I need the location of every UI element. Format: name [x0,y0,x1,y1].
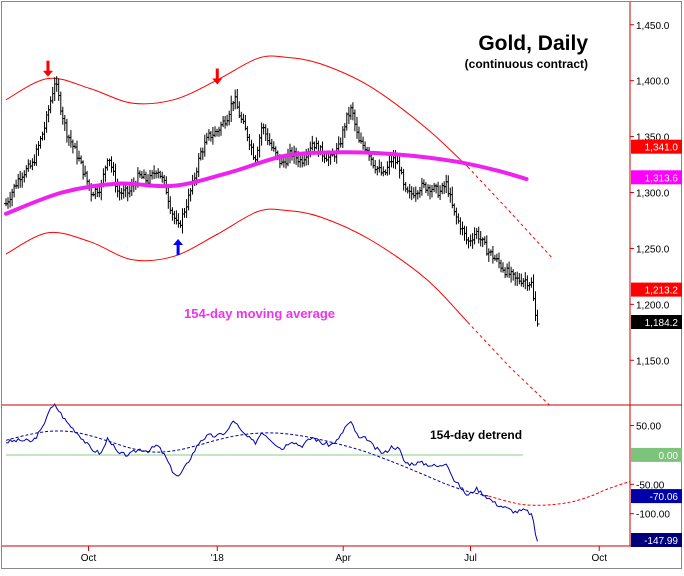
arrow-head [42,70,53,77]
price-y-tick-label: 1,300.0 [636,189,670,200]
price-plot [4,55,553,408]
x-tick-label: Oct [81,553,97,564]
detrend-plot [5,403,631,542]
chart-title: Gold, Daily [478,32,588,55]
price-value-box: 1,341.0 [631,139,682,154]
price-value-box-bg [631,315,682,329]
price-value-box-bg [631,170,682,185]
price-value-box: 1,313.6 [631,170,682,185]
price-y-tick-label: 1,200.0 [636,300,670,311]
detrend-value-box-text: -70.06 [650,492,679,503]
lower-band-projection [467,321,553,408]
price-value-box-text: 1,341.0 [645,143,679,154]
price-value-box-text: 1,313.6 [645,173,679,184]
arrow-head [173,239,184,246]
detrend-y-tick-label: 50.00 [636,422,661,433]
price-value-box: 1,184.2 [631,315,682,329]
detrend-value-box-bg [631,489,682,504]
arrow-head [212,78,223,85]
detrend-value-box: -70.06 [631,489,682,504]
price-y-tick-label: 1,400.0 [636,77,670,88]
price-y-tick-label: 1,250.0 [636,244,670,255]
price-y-tick-label: 1,450.0 [636,21,670,32]
price-value-box-bg [631,139,682,154]
detrend-series-projection [488,480,631,506]
price-value-box-text: 1,213.2 [645,286,679,297]
upper-band-line [5,55,469,168]
cycle-top-arrow [212,68,223,85]
price-value-box-bg [631,282,682,297]
x-tick-label: Jul [464,553,477,564]
detrend-title: 154-day detrend [430,428,522,442]
lower-band-line [5,208,469,323]
price-value-box: 1,213.2 [631,282,682,297]
price-y-tick-label: 1,150.0 [636,356,670,367]
price-bar [535,309,540,327]
price-bars [4,76,540,327]
price-y-tick-label: 1,350.0 [636,133,670,144]
x-tick-label: Apr [335,553,351,564]
chart-subtitle: (continuous contract) [465,57,588,71]
detrend-value-box: -147.99 [631,533,682,547]
detrend-y-tick-label: -50.00 [636,480,665,491]
cycle-bottom-arrow [173,239,184,256]
cycle-top-arrow [42,60,53,77]
detrend-value-box-bg [631,533,682,547]
detrend-series-cycle [5,430,489,497]
x-tick-label: '18 [211,553,224,564]
detrend-y-tick-label: -100.00 [636,510,670,521]
moving-average-line [4,150,529,216]
detrend-value-box-bg [631,447,682,462]
moving-average-label: 154-day moving average [184,306,335,321]
axes: 1,150.0 1,200.0 1,250.0 1,300.0 1,350.0 1,400… [2,2,682,564]
detrend-series-detrend [5,403,538,542]
upper-band-projection [467,166,553,258]
detrend-value-box-text: 0.00 [659,451,679,462]
detrend-value-box-text: -147.99 [644,536,678,547]
detrend-value-box: 0.00 [631,447,682,462]
price-value-box-text: 1,184.2 [645,318,679,329]
x-tick-label: Oct [591,553,607,564]
